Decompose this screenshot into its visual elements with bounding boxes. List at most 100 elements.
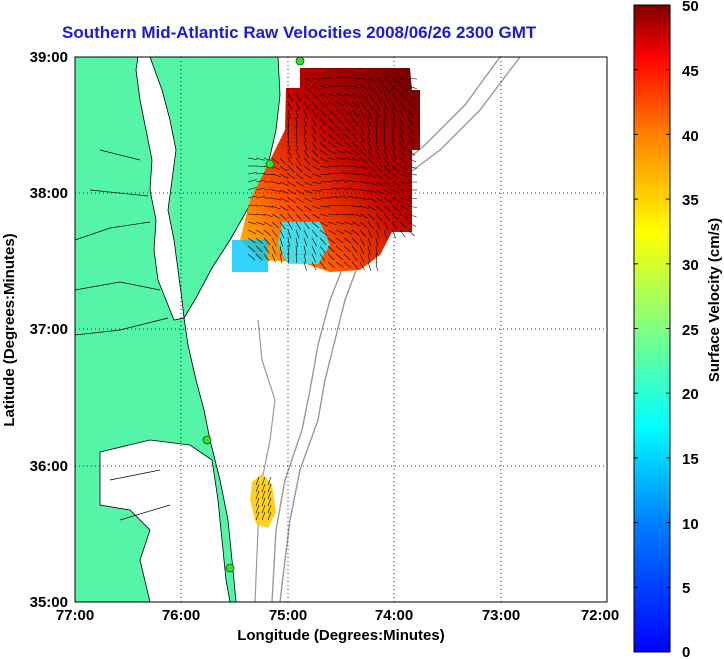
- velocity-arrow: [263, 229, 272, 237]
- velocity-arrow: [319, 165, 329, 169]
- velocity-arrow: [287, 213, 295, 221]
- velocity-arrow: [407, 173, 417, 176]
- velocity-arrow: [303, 77, 313, 83]
- velocity-arrow: [327, 109, 336, 116]
- velocity-arrow: [295, 205, 304, 212]
- velocity-arrow: [261, 490, 266, 500]
- velocity-arrow: [271, 197, 281, 201]
- velocity-arrow: [319, 261, 327, 270]
- velocity-arrow: [311, 141, 318, 150]
- velocity-arrow: [343, 261, 352, 268]
- velocity-arrow: [303, 157, 311, 165]
- velocity-arrow: [383, 221, 389, 230]
- velocity-arrow: [311, 101, 319, 109]
- velocity-arrow: [319, 133, 326, 142]
- velocity-arrow: [255, 245, 263, 253]
- velocity-arrow: [375, 165, 383, 173]
- velocity-arrow: [311, 149, 319, 157]
- velocity-arrow: [295, 125, 298, 135]
- velocity-arrow: [247, 253, 256, 261]
- velocity-arrow: [247, 157, 257, 160]
- velocity-arrow: [311, 253, 316, 263]
- velocity-arrow: [367, 141, 372, 151]
- velocity-arrow: [247, 245, 256, 252]
- y-tick-label: 36:00: [30, 458, 68, 475]
- velocity-arrow: [391, 189, 401, 194]
- velocity-arrow: [375, 101, 380, 111]
- velocity-arrow: [255, 221, 265, 226]
- velocity-arrow: [383, 85, 391, 93]
- velocity-arrow: [263, 213, 273, 218]
- velocity-arrow: [367, 133, 371, 143]
- velocity-arrow: [335, 76, 345, 79]
- velocity-arrow: [359, 213, 369, 219]
- velocity-arrow: [375, 253, 378, 263]
- velocity-arrow: [343, 157, 353, 161]
- velocity-arrow: [343, 141, 352, 148]
- velocity-arrow: [383, 149, 388, 159]
- velocity-arrow: [359, 125, 365, 135]
- velocity-arrow: [351, 188, 361, 191]
- velocity-arrow: [407, 85, 417, 89]
- velocity-arrow: [367, 189, 377, 194]
- velocity-arrow: [319, 125, 326, 134]
- radar-stations: [202, 56, 305, 573]
- velocity-arrow: [351, 205, 361, 208]
- velocity-arrow: [271, 189, 281, 192]
- velocity-arrow: [343, 172, 353, 175]
- velocity-arrow: [319, 77, 329, 80]
- velocity-arrow: [351, 165, 361, 169]
- velocity-arrow: [295, 213, 303, 221]
- velocity-arrow: [391, 229, 397, 239]
- velocity-arrow: [319, 101, 328, 108]
- velocity-arrow: [351, 85, 361, 89]
- velocity-arrow: [335, 101, 345, 106]
- colorbar-tick-label: 45: [682, 63, 699, 80]
- velocity-arrow: [359, 237, 365, 246]
- velocity-arrow: [343, 93, 353, 97]
- velocity-arrow: [343, 245, 351, 253]
- velocity-arrow: [391, 165, 400, 172]
- velocity-arrow: [255, 172, 265, 175]
- velocity-arrow: [319, 221, 329, 227]
- velocity-arrow: [261, 511, 266, 521]
- colorbar-ticks: [634, 4, 670, 653]
- velocity-arrow: [367, 149, 374, 158]
- velocity-arrow: [327, 253, 335, 261]
- velocity-arrow: [335, 245, 344, 252]
- velocity-arrow: [335, 204, 345, 207]
- y-tick-label: 39:00: [30, 49, 68, 66]
- velocity-arrow: [247, 229, 257, 235]
- radar-station: [295, 56, 305, 66]
- velocity-arrow: [399, 101, 406, 110]
- velocity-arrow: [319, 141, 327, 149]
- velocity-arrow: [287, 245, 290, 255]
- colorbar: 50 45 40 35 30 25 20 15 10 5 0 Surface V…: [633, 0, 723, 659]
- velocity-arrow: [367, 77, 377, 83]
- velocity-arrow: [399, 149, 406, 158]
- velocity-arrow: [343, 221, 353, 225]
- velocity-arrow: [263, 253, 270, 262]
- velocity-arrow: [391, 205, 400, 212]
- velocity-arrow: [279, 213, 287, 221]
- bathymetry-contour: [254, 319, 276, 602]
- velocity-arrow: [327, 133, 335, 141]
- velocity-arrow: [351, 109, 359, 117]
- velocity-arrow: [399, 93, 408, 101]
- x-ticks: 77:00 76:00 75:00 74:00 73:00 72:00: [56, 607, 619, 624]
- velocity-arrow: [295, 245, 298, 255]
- x-tick-label: 73:00: [482, 607, 520, 624]
- velocity-arrow: [383, 101, 388, 111]
- velocity-arrow: [391, 85, 400, 93]
- velocity-arrow: [375, 125, 378, 135]
- colorbar-tick-label: 10: [682, 516, 699, 533]
- velocity-arrow: [351, 245, 358, 254]
- velocity-arrow: [343, 149, 353, 154]
- velocity-arrow: [247, 237, 256, 244]
- velocity-arrow: [295, 221, 301, 230]
- velocity-arrow: [343, 133, 352, 141]
- velocity-arrow: [335, 157, 345, 160]
- velocity-arrow: [359, 133, 365, 143]
- velocity-arrow: [351, 253, 358, 262]
- velocity-arrow: [399, 213, 408, 220]
